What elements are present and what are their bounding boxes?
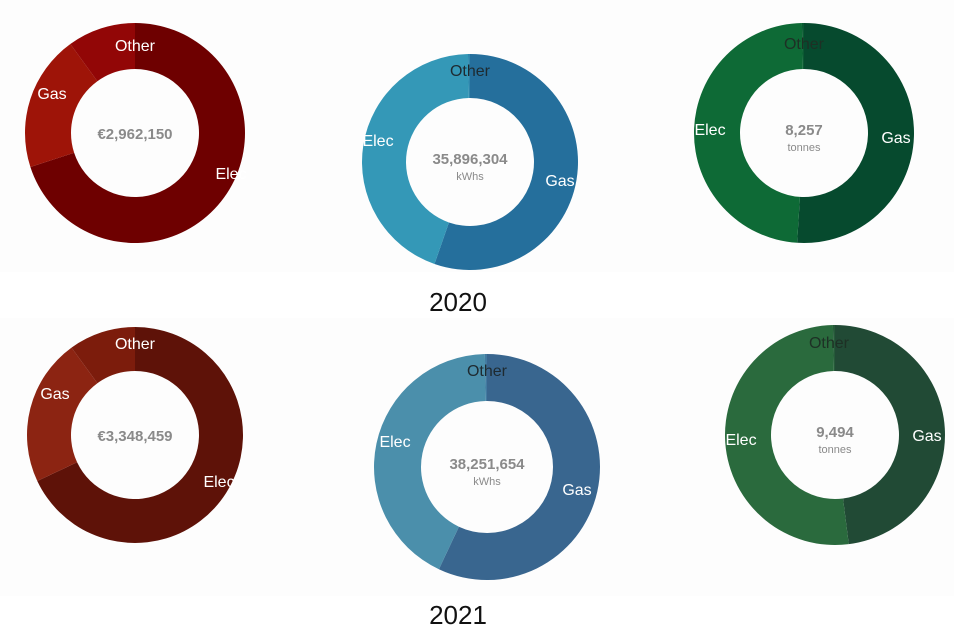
donut-1-label-elec: Elec: [215, 166, 246, 183]
donut-3-segment-gas: [797, 23, 915, 244]
donut-6-center-unit: tonnes: [818, 444, 852, 456]
donut-6-label-elec: Elec: [725, 432, 756, 449]
donut-4-label-gas: Gas: [40, 386, 69, 403]
donut-4-center-value: €3,348,459: [97, 428, 172, 445]
donut-6-segment-gas: [835, 325, 946, 545]
donut-6-segment-elec: [725, 325, 849, 545]
donut-3-center-value: 8,257: [785, 122, 823, 139]
donut-chart-2: Gas Elec Other 35,896,304 kWhs: [362, 54, 579, 270]
donut-3-label-other: Other: [784, 36, 825, 53]
year-label-2021: 2021: [429, 600, 487, 630]
donut-chart-3: Gas Elec Other 8,257 tonnes: [694, 23, 915, 244]
donut-6-label-gas: Gas: [912, 428, 941, 445]
donut-5-center-value: 38,251,654: [449, 456, 525, 473]
donut-5-segment-elec: [373, 354, 486, 570]
donut-chart-6: Gas Elec Other 9,494 tonnes: [725, 325, 946, 545]
donut-5-center-unit: kWhs: [473, 476, 501, 488]
donut-4-segment-other: [71, 327, 135, 384]
donut-chart-5: Gas Elec Other 38,251,654 kWhs: [373, 354, 600, 580]
donut-5-segment-other: [484, 354, 487, 402]
donut-2-center-value: 35,896,304: [432, 151, 508, 168]
donut-2-label-gas: Gas: [545, 173, 574, 190]
donut-1-center-value: €2,962,150: [97, 126, 172, 143]
donut-4-label-elec: Elec: [203, 474, 234, 491]
donut-5-label-other: Other: [467, 363, 508, 380]
donut-1-label-other: Other: [115, 38, 156, 55]
donut-5-label-gas: Gas: [562, 482, 591, 499]
donut-3-segment-elec: [694, 23, 803, 243]
donut-2-segment-elec: [362, 54, 469, 264]
donut-1-segment-gas: [24, 44, 98, 167]
year-label-2020: 2020: [429, 287, 487, 317]
donut-3-label-elec: Elec: [694, 122, 725, 139]
donut-4-segment-gas: [26, 347, 98, 481]
donut-4-segment-elec: [37, 327, 244, 543]
donut-3-label-gas: Gas: [881, 130, 910, 147]
donut-chart-4: Elec Gas Other €3,348,459: [26, 327, 244, 543]
donut-chart-1: Elec Gas Other €2,962,150: [24, 23, 247, 243]
donut-6-label-other: Other: [809, 335, 850, 352]
donut-5-segment-gas: [438, 354, 600, 580]
donut-2-segment-other: [467, 54, 470, 99]
donut-2-center-unit: kWhs: [456, 171, 484, 183]
donut-4-label-other: Other: [115, 336, 156, 353]
donut-2-label-elec: Elec: [362, 133, 393, 150]
donut-1-segment-elec: [30, 23, 245, 243]
donut-3-segment-other: [801, 23, 804, 70]
donut-2-segment-gas: [434, 54, 579, 270]
donut-2-label-other: Other: [450, 63, 491, 80]
donut-1-label-gas: Gas: [37, 86, 66, 103]
donut-1-segment-other: [70, 23, 135, 82]
donut-5-label-elec: Elec: [379, 434, 410, 451]
donut-6-segment-other: [832, 325, 835, 372]
donut-3-center-unit: tonnes: [787, 142, 821, 154]
donut-6-center-value: 9,494: [816, 424, 854, 441]
